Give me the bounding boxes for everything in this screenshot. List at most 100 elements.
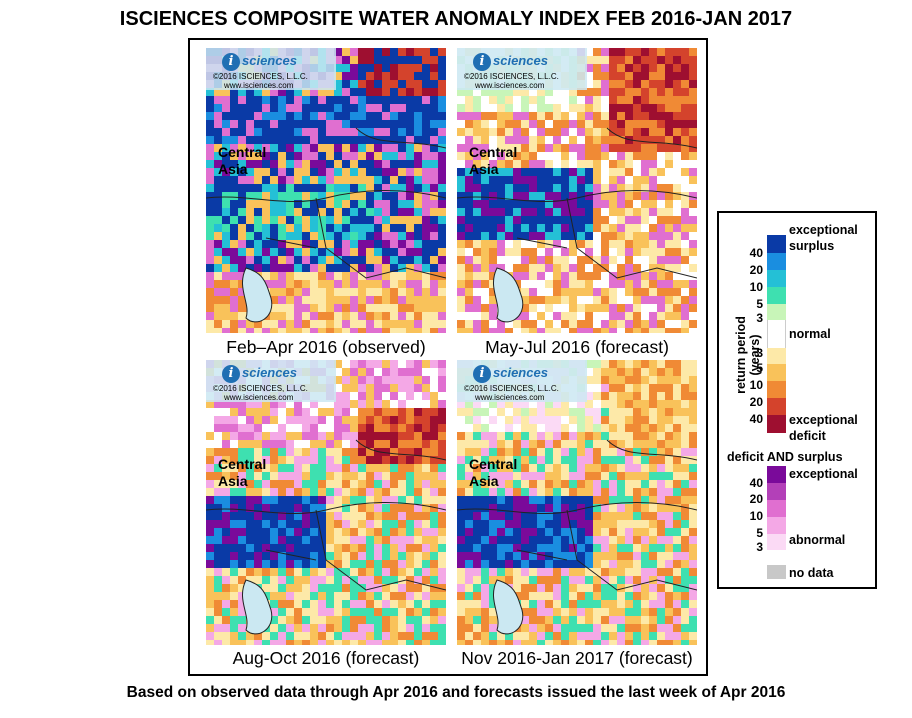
map-cell [569,272,577,280]
map-cell [350,56,358,64]
map-cell [406,144,414,152]
map-cell [334,584,342,592]
map-cell [529,448,537,456]
map-cell [649,448,657,456]
map-cell [529,112,537,120]
map-cell [438,424,446,432]
map-cell [505,176,513,184]
map-cell [649,512,657,520]
map-cell [246,544,254,552]
map-cell [649,376,657,384]
map-cell [521,552,529,560]
map-cell [561,112,569,120]
map-cell [366,624,374,632]
map-cell [657,112,665,120]
map-cell [457,152,465,160]
map-cell [593,184,601,192]
map-cell [553,120,561,128]
map-cell [350,584,358,592]
map-cell [641,240,649,248]
map-cell [609,584,617,592]
map-cell [617,368,625,376]
map-cell [238,328,246,333]
map-cell [569,400,577,408]
map-cell [390,328,398,333]
map-cell [681,176,689,184]
map-cell [537,488,545,496]
map-cell [214,312,222,320]
map-cell [569,600,577,608]
map-cell [465,632,473,640]
map-cell [230,232,238,240]
map-cell [350,504,358,512]
map-cell [481,488,489,496]
map-cell [390,136,398,144]
map-cell [326,96,334,104]
map-cell [230,560,238,568]
map-cell [222,608,230,616]
map-cell [561,624,569,632]
map-cell [545,160,553,168]
map-cell [414,72,422,80]
map-cell [438,48,446,56]
map-cell [569,96,577,104]
map-cell [206,472,214,480]
map-cell [278,640,286,645]
map-cell [342,512,350,520]
caspian-sea [241,267,273,323]
map-cell [310,560,318,568]
map-cell [334,96,342,104]
map-cell [481,312,489,320]
map-cell [569,440,577,448]
map-cell [214,552,222,560]
map-cell [601,168,609,176]
map-cell [609,88,617,96]
map-cell [593,208,601,216]
map-cell [230,256,238,264]
map-cell [310,240,318,248]
map-cell [489,208,497,216]
map-cell [649,240,657,248]
map-cell [641,432,649,440]
map-cell [617,616,625,624]
map-cell [633,504,641,512]
map-cell [214,560,222,568]
map-cell [681,544,689,552]
map-cell [270,416,278,424]
map-cell [601,488,609,496]
map-cell [609,440,617,448]
map-cell [657,296,665,304]
map-cell [326,552,334,560]
anomaly-map [457,360,697,645]
map-cell [609,360,617,368]
map-cell [438,368,446,376]
map-cell [286,552,294,560]
map-cell [657,176,665,184]
legend-normal-label: normal [789,327,831,341]
map-cell [569,624,577,632]
map-cell [326,624,334,632]
map-cell [545,200,553,208]
map-cell [222,440,230,448]
map-cell [430,360,438,368]
map-cell [641,504,649,512]
map-cell [617,376,625,384]
map-cell [310,112,318,120]
map-cell [689,328,697,333]
map-cell [609,392,617,400]
map-cell [657,96,665,104]
map-cell [617,528,625,536]
map-cell [457,280,465,288]
map-cell [438,408,446,416]
map-cell [465,472,473,480]
map-cell [262,120,270,128]
map-cell [521,528,529,536]
map-cell [294,608,302,616]
map-cell [497,520,505,528]
map-cell [406,640,414,645]
map-cell [406,112,414,120]
map-cell [230,480,238,488]
map-cell [406,448,414,456]
map-cell [342,544,350,552]
map-cell [238,96,246,104]
